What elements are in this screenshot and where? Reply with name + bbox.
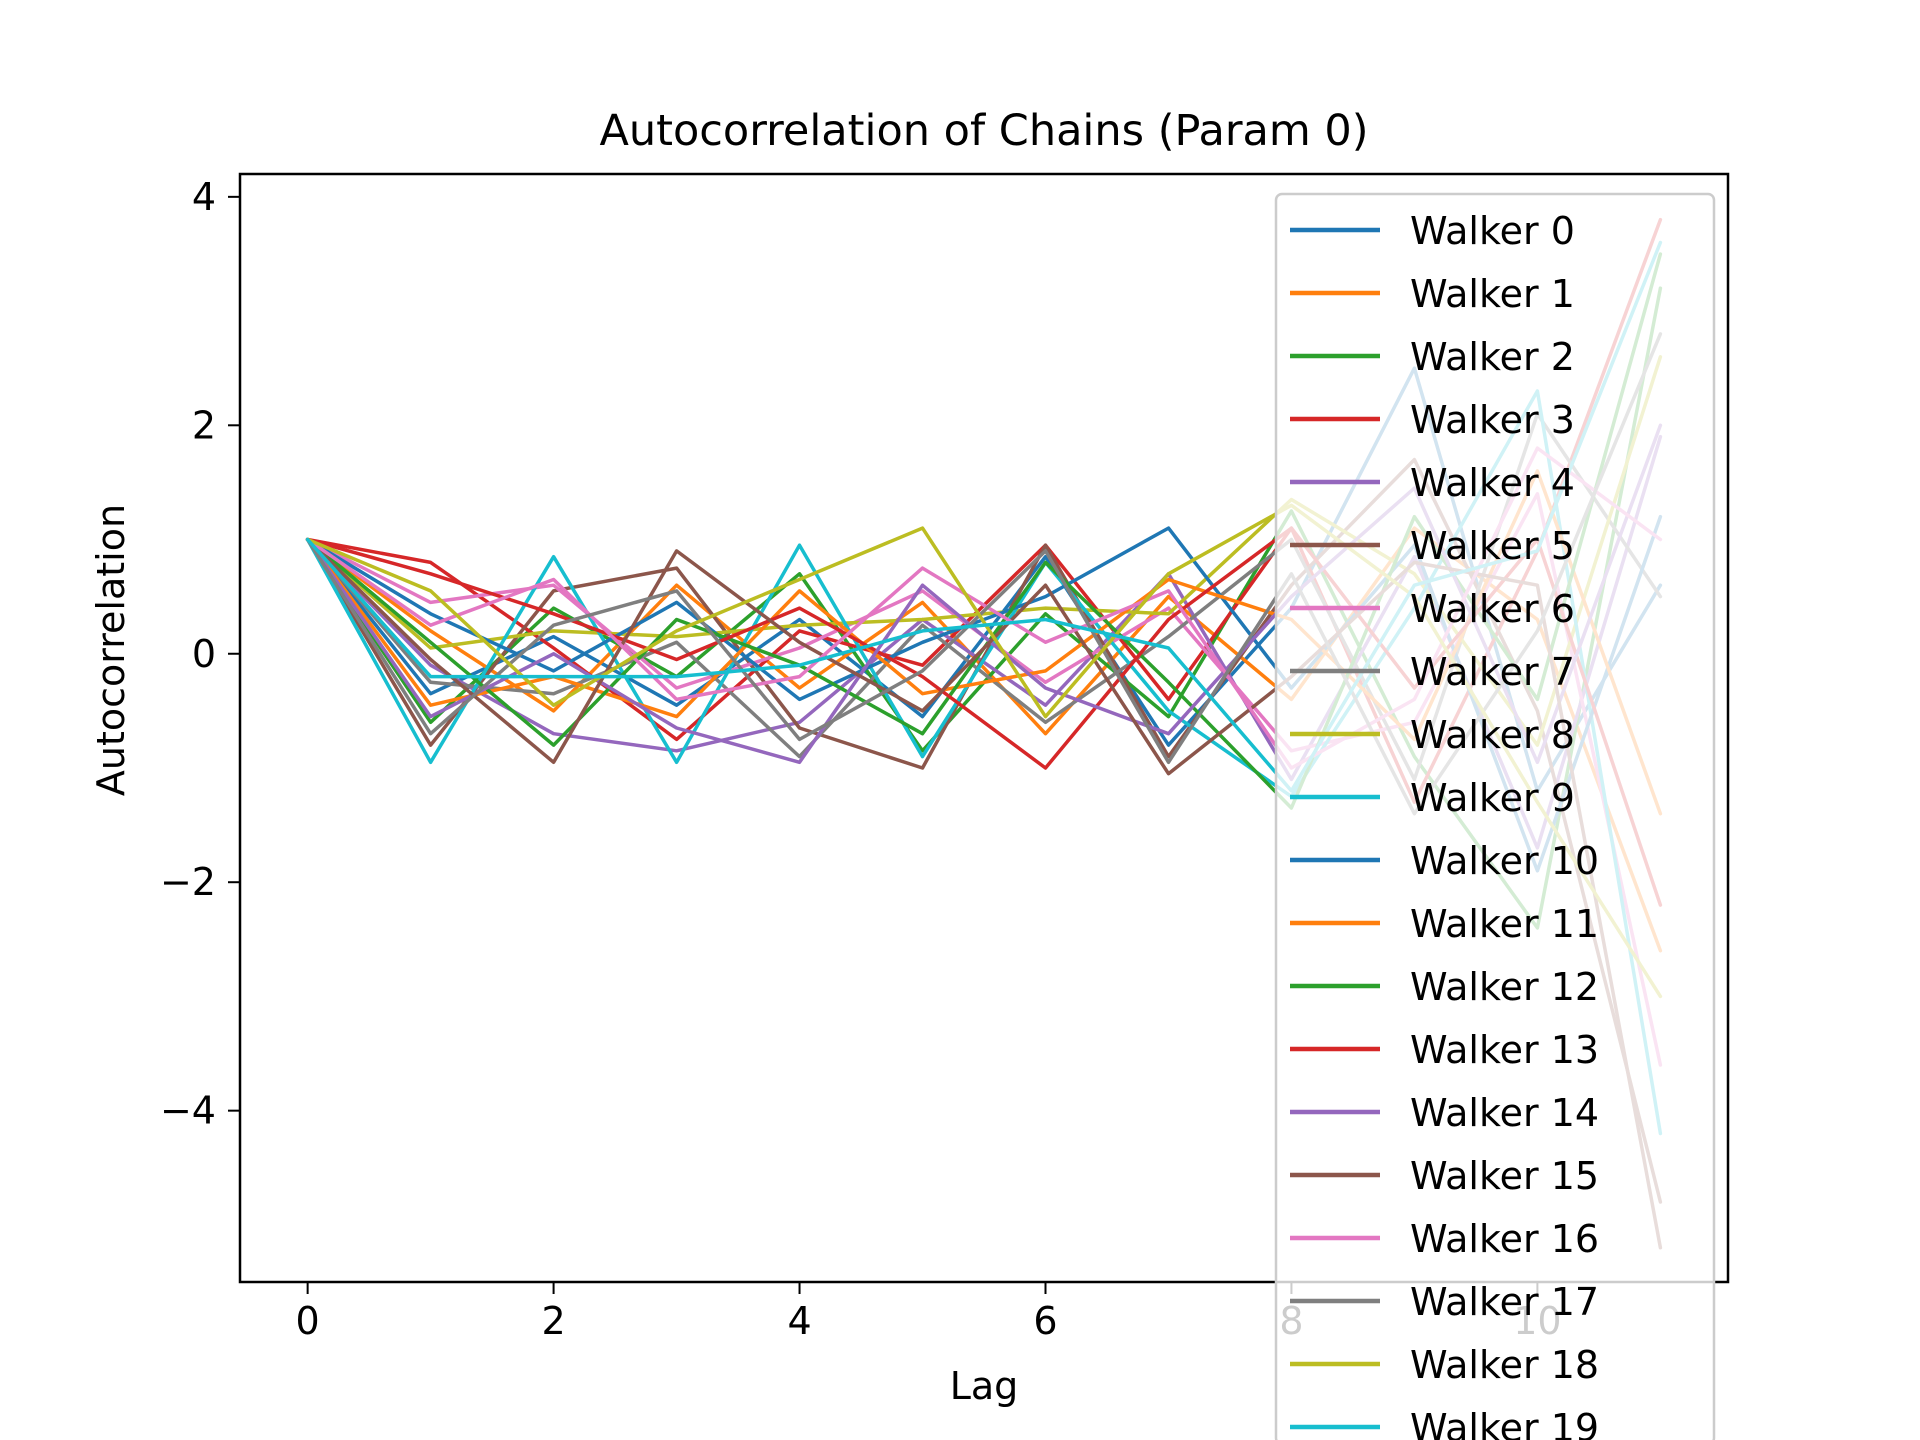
legend-entry: Walker 4 xyxy=(1290,461,1575,505)
legend-label: Walker 19 xyxy=(1410,1406,1599,1440)
y-tick-label: 2 xyxy=(192,403,216,447)
legend: Walker 0 Walker 1 Walker 2 Walker 3 Walker 4… xyxy=(1274,192,1716,1440)
legend-entry: Walker 5 xyxy=(1290,524,1575,568)
legend-label: Walker 14 xyxy=(1410,1091,1599,1135)
legend-entry: Walker 0 xyxy=(1290,209,1575,253)
legend-label: Walker 1 xyxy=(1410,272,1575,316)
legend-label: Walker 9 xyxy=(1410,776,1575,820)
legend-label: Walker 4 xyxy=(1410,461,1575,505)
legend-entry: Walker 15 xyxy=(1290,1154,1599,1198)
y-tick-label: 0 xyxy=(192,632,216,676)
y-tick-label: −4 xyxy=(160,1089,216,1133)
x-tick-label: 0 xyxy=(296,1299,320,1343)
legend-label: Walker 5 xyxy=(1410,524,1575,568)
legend-label: Walker 11 xyxy=(1410,902,1599,946)
x-tick-label: 2 xyxy=(541,1299,565,1343)
legend-label: Walker 3 xyxy=(1410,398,1575,442)
legend-entry: Walker 14 xyxy=(1290,1091,1599,1135)
legend-entry: Walker 3 xyxy=(1290,398,1575,442)
x-axis-label: Lag xyxy=(950,1364,1019,1408)
legend-entry: Walker 18 xyxy=(1290,1343,1599,1387)
legend-entry: Walker 7 xyxy=(1290,650,1575,694)
legend-entry: Walker 19 xyxy=(1290,1406,1599,1440)
legend-label: Walker 17 xyxy=(1410,1280,1599,1324)
x-tick-label: 4 xyxy=(787,1299,811,1343)
legend-label: Walker 10 xyxy=(1410,839,1599,883)
legend-entry: Walker 13 xyxy=(1290,1028,1599,1072)
legend-entry: Walker 8 xyxy=(1290,713,1575,757)
legend-entry: Walker 16 xyxy=(1290,1217,1599,1261)
y-axis-label: Autocorrelation xyxy=(89,504,133,796)
y-tick-label: 4 xyxy=(192,175,216,219)
y-axis-ticks: −4 −2 0 2 4 xyxy=(160,175,240,1133)
legend-label: Walker 2 xyxy=(1410,335,1575,379)
legend-entry: Walker 6 xyxy=(1290,587,1575,631)
legend-label: Walker 13 xyxy=(1410,1028,1599,1072)
legend-entry: Walker 1 xyxy=(1290,272,1575,316)
chart-title: Autocorrelation of Chains (Param 0) xyxy=(599,106,1368,156)
legend-entry: Walker 11 xyxy=(1290,902,1599,946)
legend-entry: Walker 9 xyxy=(1290,776,1575,820)
legend-entry: Walker 17 xyxy=(1290,1280,1599,1324)
plot-frame xyxy=(238,172,1730,1284)
legend-label: Walker 7 xyxy=(1410,650,1575,694)
x-tick-label: 6 xyxy=(1033,1299,1057,1343)
legend-entry: Walker 10 xyxy=(1290,839,1599,883)
legend-label: Walker 12 xyxy=(1410,965,1599,1009)
legend-entry: Walker 2 xyxy=(1290,335,1575,379)
legend-label: Walker 8 xyxy=(1410,713,1575,757)
y-tick-label: −2 xyxy=(160,860,216,904)
legend-label: Walker 0 xyxy=(1410,209,1575,253)
legend-label: Walker 6 xyxy=(1410,587,1575,631)
legend-entry: Walker 12 xyxy=(1290,965,1599,1009)
legend-label: Walker 15 xyxy=(1410,1154,1599,1198)
legend-label: Walker 18 xyxy=(1410,1343,1599,1387)
legend-box xyxy=(1274,192,1716,1440)
legend-label: Walker 16 xyxy=(1410,1217,1599,1261)
